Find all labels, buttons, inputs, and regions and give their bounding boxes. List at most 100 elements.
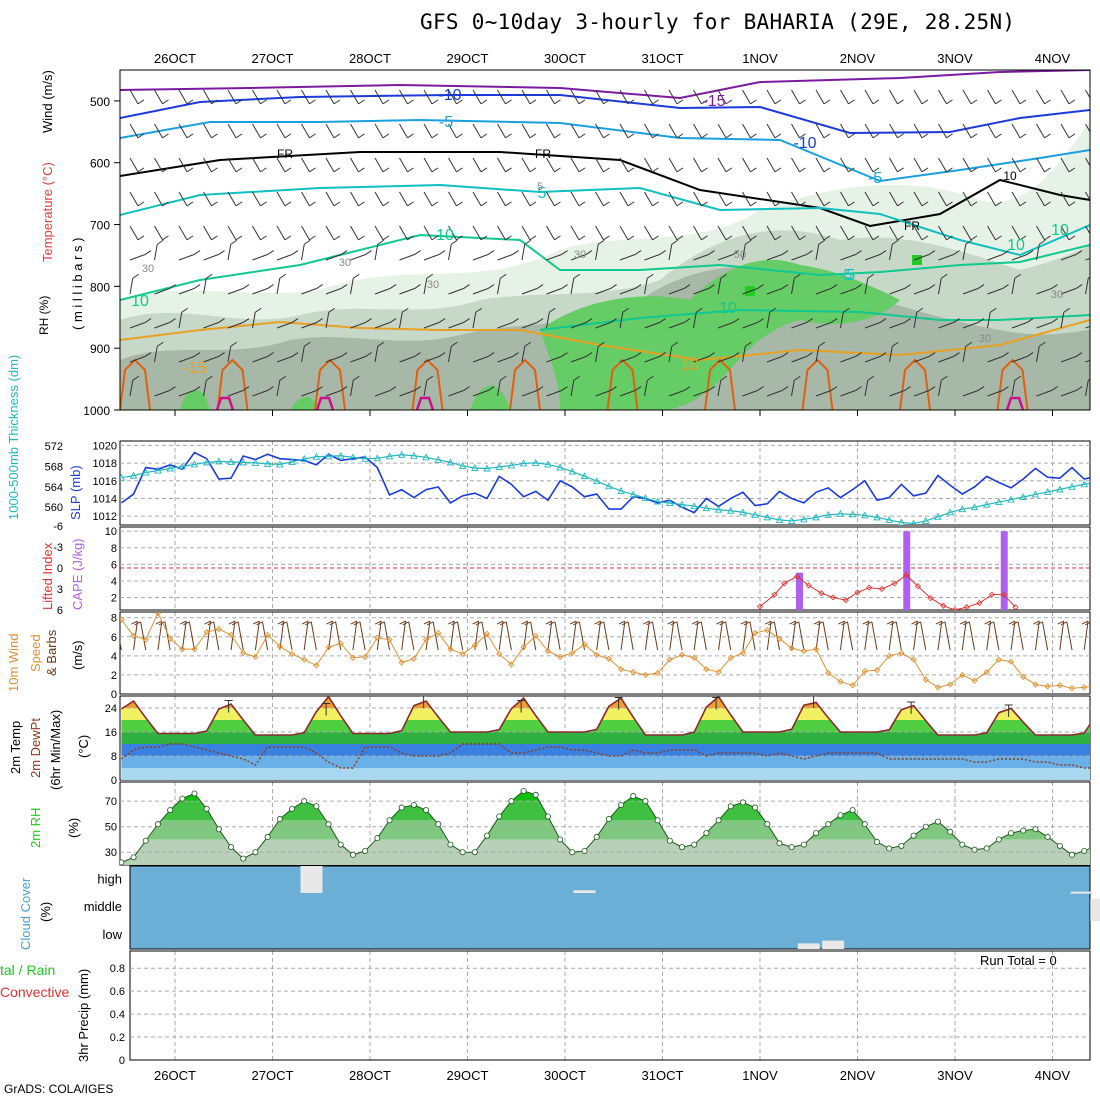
upper-wind-barb bbox=[546, 89, 555, 105]
contour-label: 30 bbox=[1051, 289, 1063, 301]
wind-barb bbox=[157, 620, 163, 651]
upper-wind-barb-flag bbox=[414, 352, 421, 357]
upper-wind-barb bbox=[889, 123, 898, 139]
upper-wind-barb bbox=[864, 89, 874, 105]
upper-wind-barb-flag bbox=[745, 341, 752, 347]
upper-wind-barb bbox=[644, 225, 653, 241]
label-convective: Convective bbox=[0, 984, 69, 1000]
wind-barb bbox=[742, 620, 748, 651]
precip-plot bbox=[130, 967, 1090, 1038]
wind-barb bbox=[839, 620, 845, 651]
upper-wind-barb bbox=[497, 356, 513, 363]
cape-bar bbox=[1000, 531, 1008, 610]
thickness-point bbox=[239, 458, 248, 466]
contour-label: 30 bbox=[979, 333, 991, 345]
upper-wind-barb-flag bbox=[291, 250, 299, 255]
upper-wind-barb bbox=[791, 278, 795, 295]
wind-barb-flag bbox=[569, 620, 577, 625]
upper-wind-barb-flag bbox=[193, 284, 201, 289]
upper-wind-barb-flag bbox=[610, 386, 617, 391]
upper-wind-barb-flag bbox=[774, 99, 782, 105]
upper-wind-barb-flag bbox=[487, 352, 495, 357]
upper-wind-barb-flag bbox=[921, 167, 929, 173]
upper-wind-barb-flag bbox=[431, 99, 439, 105]
thickness-point bbox=[519, 459, 528, 467]
upper-wind-barb bbox=[472, 191, 482, 207]
upper-wind-barb-flag bbox=[647, 273, 654, 279]
upper-wind-barb bbox=[154, 191, 163, 207]
upper-wind-barb-flag bbox=[431, 133, 439, 139]
upper-wind-barb-flag bbox=[995, 99, 1002, 105]
upper-wind-barb bbox=[717, 380, 722, 397]
upper-wind-barb bbox=[864, 123, 874, 139]
upper-wind-barb-flag bbox=[438, 352, 446, 357]
upper-wind-barb-flag bbox=[1026, 250, 1034, 255]
label-lifted-index: Lifted Index bbox=[40, 542, 55, 610]
upper-wind-barb-flag bbox=[603, 99, 610, 105]
rh-point bbox=[252, 849, 259, 856]
upper-wind-barb-flag bbox=[1019, 99, 1027, 105]
wind-barb-flag bbox=[984, 620, 991, 625]
wind-barb bbox=[352, 620, 358, 651]
upper-wind-barb bbox=[472, 390, 489, 397]
upper-wind-barb bbox=[619, 123, 629, 139]
temp-band bbox=[121, 732, 1090, 744]
precip-tick-label: 0.4 bbox=[110, 1009, 125, 1021]
upper-wind-barb bbox=[668, 390, 685, 397]
thickness-line bbox=[121, 454, 1090, 525]
rh-point bbox=[410, 801, 417, 808]
wind-barb bbox=[1066, 621, 1073, 651]
upper-wind-barb-flag bbox=[309, 167, 316, 173]
upper-wind-barb-flag bbox=[230, 239, 238, 245]
wind-tick-label: 0 bbox=[111, 689, 117, 701]
lifted-index-point bbox=[1012, 604, 1019, 610]
wind-barb-flag bbox=[959, 620, 967, 625]
upper-wind-barb bbox=[1036, 89, 1045, 105]
upper-wind-barb bbox=[399, 225, 408, 241]
lifted-index-point bbox=[866, 584, 873, 591]
contour-label: 10 bbox=[681, 357, 699, 374]
upper-wind-barb bbox=[374, 346, 379, 363]
upper-wind-barb bbox=[815, 225, 825, 241]
upper-wind-barb bbox=[178, 312, 183, 329]
wind-barb-flag bbox=[253, 620, 260, 625]
wind-speed-point bbox=[459, 650, 466, 658]
upper-wind-barb-flag bbox=[946, 99, 953, 105]
rh-point bbox=[130, 854, 137, 861]
upper-wind-barb bbox=[350, 322, 366, 329]
upper-wind-barb-flag bbox=[848, 99, 855, 105]
lifted-index-point bbox=[940, 602, 947, 609]
upper-wind-barb bbox=[619, 288, 636, 295]
upper-wind-barb bbox=[889, 288, 905, 295]
date-label-bottom: 3NOV bbox=[937, 1068, 973, 1083]
upper-wind-barb-flag bbox=[463, 318, 470, 323]
upper-wind-barb-flag bbox=[848, 167, 855, 173]
upper-wind-barb-flag bbox=[953, 352, 960, 357]
upper-wind-barb-flag bbox=[1051, 318, 1058, 323]
wind-speed-point bbox=[422, 636, 430, 643]
wind-barb bbox=[888, 620, 894, 651]
pressure-label: 700 bbox=[90, 219, 110, 233]
upper-wind-barb bbox=[423, 225, 433, 241]
contour-10 bbox=[120, 233, 1090, 301]
upper-wind-barb bbox=[913, 225, 923, 241]
upper-wind-barb-flag bbox=[781, 352, 789, 357]
rh-point bbox=[703, 830, 710, 837]
upper-wind-barb bbox=[913, 288, 930, 295]
wind-barb-flag bbox=[305, 621, 312, 626]
slp-thickness-plot bbox=[120, 444, 1090, 525]
wind-speed-point bbox=[825, 669, 832, 677]
upper-wind-barb-flag bbox=[1019, 133, 1027, 139]
label-2m-temp: 2m Temp bbox=[8, 721, 23, 774]
upper-wind-barb-flag bbox=[610, 318, 617, 323]
cloud-bar bbox=[573, 890, 596, 893]
upper-wind-barb bbox=[129, 157, 139, 173]
upper-wind-barb-flag bbox=[255, 307, 262, 313]
wind-speed-point bbox=[435, 629, 442, 637]
upper-wind-barb bbox=[178, 356, 195, 363]
upper-wind-barb-flag bbox=[757, 386, 764, 391]
upper-wind-barb bbox=[840, 356, 856, 363]
upper-wind-barb bbox=[987, 312, 991, 329]
contour-label: 5 bbox=[537, 181, 543, 193]
temp-band bbox=[121, 744, 1090, 756]
